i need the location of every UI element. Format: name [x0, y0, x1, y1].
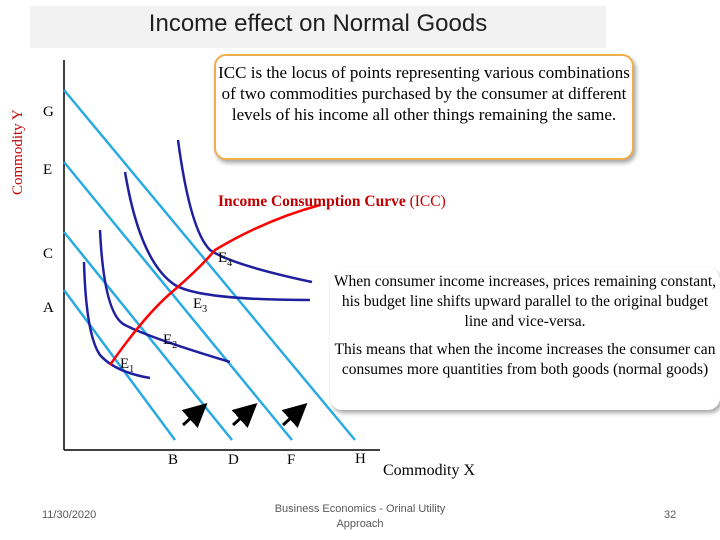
- point-label-c: C: [43, 246, 54, 262]
- budget-line-ab: [62, 289, 177, 441]
- footer-page-number: 32: [664, 509, 677, 521]
- explanation-text-2: This means that when the income increase…: [334, 341, 716, 378]
- icc-label: Income Consumption Curve (ICC): [218, 193, 446, 210]
- x-axis-label: Commodity X: [383, 462, 476, 479]
- point-label-d: D: [228, 452, 239, 468]
- income-consumption-curve: [108, 203, 321, 366]
- explanation-text-1: When consumer income increases, prices r…: [333, 273, 717, 330]
- point-label-a: A: [43, 300, 54, 316]
- title-band: [30, 6, 606, 48]
- budget-line-gh: [63, 89, 356, 441]
- shift-arrow-2: [231, 402, 258, 428]
- budget-line-ef: [63, 161, 293, 441]
- point-label-h: H: [355, 451, 366, 467]
- explanation-callout: When consumer income increases, prices r…: [330, 268, 720, 410]
- footer-course: Business Economics - Orinal Utility Appr…: [274, 503, 446, 530]
- shift-arrow-1: [181, 402, 208, 428]
- equilibrium-label-e3: E3: [193, 296, 208, 315]
- equilibrium-label-e2: E2: [163, 332, 178, 351]
- point-label-e: E: [43, 162, 53, 178]
- point-label-g: G: [43, 104, 54, 120]
- y-axis-label: Commodity Y: [10, 109, 26, 195]
- indifference-curve-3: [123, 171, 311, 302]
- equilibrium-label-e1: E1: [120, 356, 135, 375]
- point-label-b: B: [168, 452, 179, 468]
- slide-title: Income effect on Normal Goods: [148, 10, 488, 37]
- point-label-f: F: [287, 452, 296, 468]
- indifference-curve-2: [98, 229, 231, 364]
- footer-date: 11/30/2020: [42, 509, 97, 521]
- definition-callout: ICC is the locus of points representing …: [214, 54, 634, 160]
- indifference-curve-4: [176, 139, 313, 284]
- equilibrium-label-e4: E4: [218, 250, 233, 269]
- indifference-curve-1: [82, 261, 151, 380]
- shift-arrow-3: [281, 402, 308, 428]
